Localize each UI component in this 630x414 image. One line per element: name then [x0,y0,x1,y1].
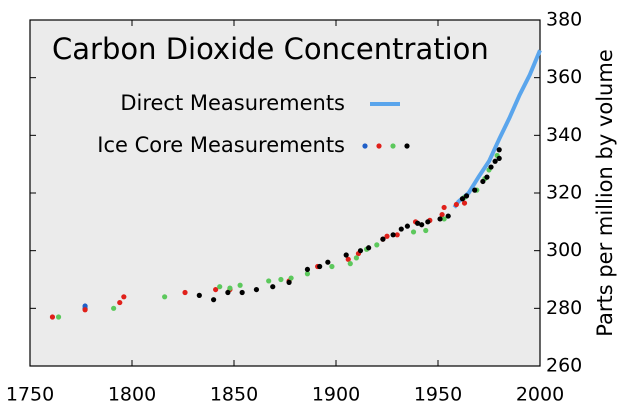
ice-core-point [343,252,349,258]
ice-core-point [82,303,88,309]
ice-core-point [227,285,233,291]
x-tick-label: 1800 [108,384,156,406]
ice-core-point [394,232,400,238]
ice-core-point [304,266,311,273]
ice-core-point [253,286,260,293]
ice-core-point [398,226,404,232]
legend-label: Direct Measurements [120,91,345,115]
ice-core-point [270,284,276,290]
legend-swatch [362,143,368,149]
ice-core-point [239,289,245,296]
ice-core-point [82,307,88,313]
ice-core-point [445,213,451,219]
ice-core-point [437,216,443,222]
y-axis-label: Parts per million by volume [593,49,617,337]
x-tick-label: 1950 [414,384,462,406]
y-tick-label: 360 [546,66,582,88]
ice-core-point [278,276,284,283]
plot-area [29,19,541,367]
y-tick-label: 280 [546,297,582,319]
ice-core-point [492,158,498,164]
ice-core-point [211,297,217,303]
x-tick-label: 1750 [6,384,54,406]
y-tick-label: 260 [546,355,582,377]
ice-core-point [459,196,466,202]
ice-core-point [390,232,396,238]
ice-core-point [380,236,386,242]
ice-core-point [225,289,231,296]
ice-core-point [441,204,447,211]
ice-core-point [484,174,490,180]
ice-core-point [384,233,390,239]
ice-core-point [404,223,410,229]
ice-core-point [410,229,417,235]
ice-core-point [423,227,429,234]
ice-core-point [117,299,123,306]
ice-core-point [366,245,372,251]
ice-core-point [121,294,127,300]
ice-core-point [357,248,364,254]
x-tick-label: 1900 [312,384,360,406]
x-tick-label: 2000 [516,384,564,406]
ice-core-point [345,256,351,262]
ice-core-point [213,286,219,293]
legend-swatch [404,143,410,149]
ice-core-point [286,279,292,285]
chart-title: Carbon Dioxide Concentration [52,32,489,66]
ice-core-point [347,261,353,267]
ice-core-point [162,294,168,300]
ice-core-point [329,263,335,270]
ice-core-point [325,259,331,265]
ice-core-point [55,314,62,320]
ice-core-point [266,278,272,284]
ice-core-point [472,187,478,193]
ice-core-point [453,201,459,208]
ice-core-point [317,263,323,270]
ice-core-point [182,289,188,296]
legend-swatch [376,143,382,149]
ice-core-point [488,164,494,170]
ice-core-point [463,193,470,199]
x-tick-label: 1850 [210,384,258,406]
ice-core-point [49,314,56,320]
ice-core-point [425,219,431,225]
ice-core-point [496,147,502,153]
ice-core-point [237,282,243,288]
ice-core-point [419,222,425,228]
y-tick-label: 340 [546,124,582,146]
ice-core-point [288,275,294,281]
ice-core-point [441,216,447,222]
legend-swatch [390,143,396,149]
ice-core-point [480,178,486,185]
legend-label: Ice Core Measurements [97,133,345,157]
ice-core-point [439,212,445,218]
y-tick-label: 320 [546,182,582,204]
ice-core-point [196,292,202,298]
y-tick-label: 300 [546,239,582,261]
ice-core-point [496,155,502,161]
y-tick-label: 380 [546,9,582,31]
ice-core-point [374,242,380,248]
ice-core-point [461,200,468,206]
ice-core-point [415,220,421,226]
ice-core-point [304,271,311,277]
ice-core-point [353,255,359,261]
ice-core-point [217,284,223,290]
ice-core-point [111,305,117,311]
